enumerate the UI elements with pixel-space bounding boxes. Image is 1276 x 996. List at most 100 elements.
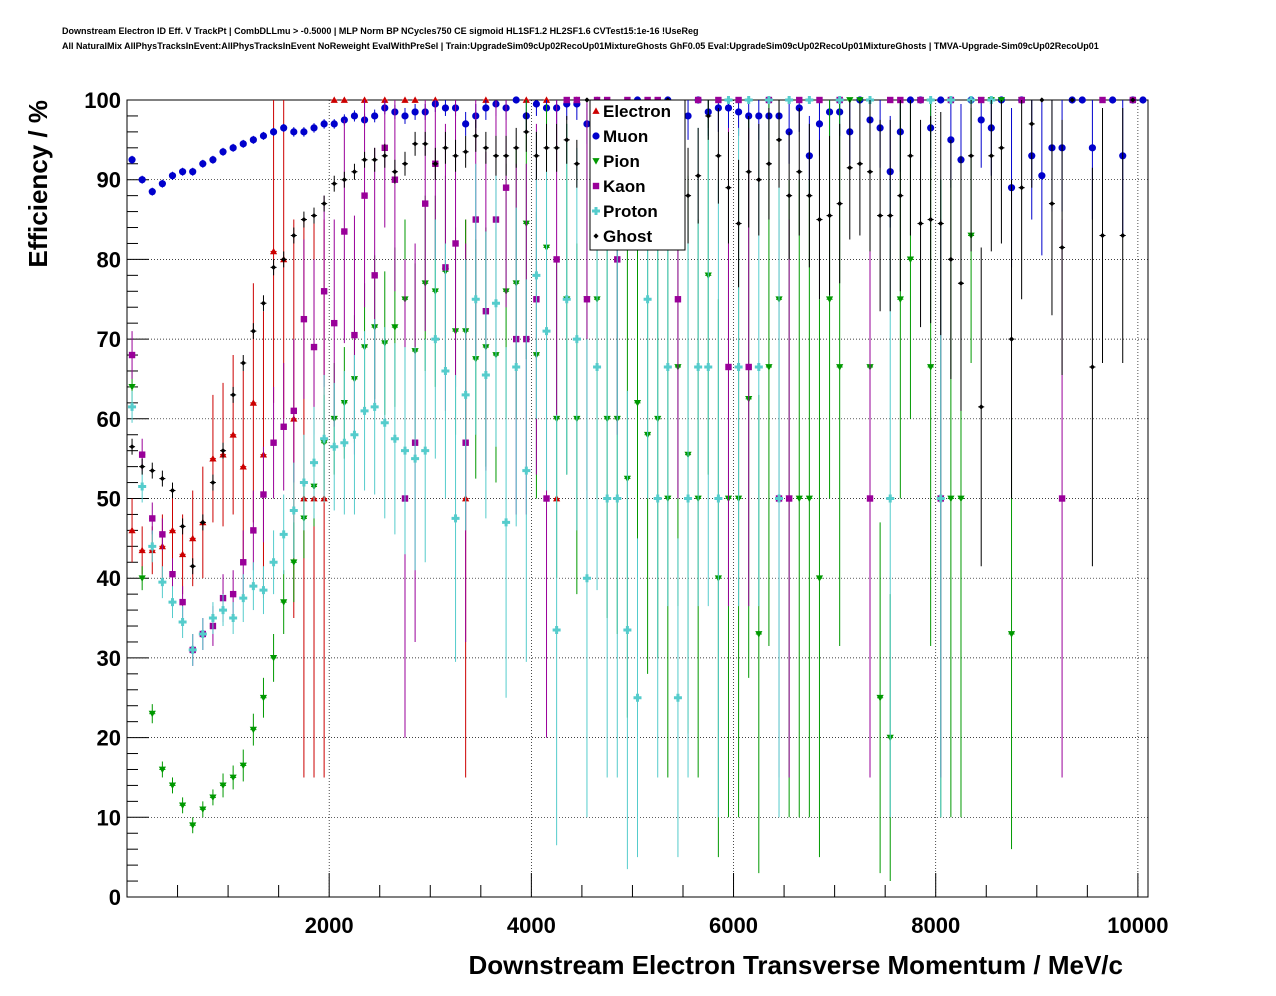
data-point	[331, 319, 338, 327]
data-point	[764, 96, 773, 104]
data-point	[815, 120, 824, 128]
data-point	[441, 366, 450, 375]
data-point	[857, 161, 863, 167]
data-point	[331, 181, 337, 187]
data-point	[734, 108, 743, 116]
data-point	[382, 153, 388, 159]
data-point	[704, 362, 713, 371]
data-point	[372, 157, 378, 163]
data-point	[968, 153, 974, 159]
data-point	[401, 96, 409, 103]
data-point	[724, 104, 733, 112]
data-point	[209, 455, 217, 462]
data-point	[158, 766, 166, 774]
data-point	[159, 475, 165, 482]
data-point	[937, 96, 945, 104]
data-point	[239, 463, 247, 470]
data-point	[360, 96, 369, 103]
data-point	[643, 295, 652, 304]
data-point	[128, 402, 137, 411]
data-point	[229, 774, 237, 782]
data-point	[835, 96, 844, 104]
data-point	[593, 362, 602, 371]
data-point	[1008, 336, 1015, 342]
data-point	[189, 168, 197, 176]
data-point	[725, 185, 732, 191]
data-point	[391, 324, 399, 331]
data-point	[239, 140, 247, 148]
data-point	[694, 96, 702, 104]
data-point	[209, 794, 217, 801]
data-point	[291, 232, 297, 239]
legend-label-pion: Pion	[603, 152, 640, 171]
data-point	[279, 530, 288, 539]
data-point	[421, 446, 430, 455]
data-point	[178, 550, 187, 558]
data-point	[685, 193, 691, 199]
data-point	[603, 494, 612, 503]
data-point	[371, 112, 379, 120]
data-point	[219, 148, 227, 156]
data-point	[250, 328, 256, 334]
data-point	[887, 96, 894, 104]
data-point	[199, 806, 207, 813]
y-tick-label: 20	[97, 726, 121, 751]
data-point	[582, 574, 591, 583]
data-point	[946, 96, 955, 104]
data-point	[219, 782, 227, 790]
data-point	[341, 228, 348, 235]
data-point	[523, 129, 529, 135]
data-point	[583, 296, 591, 303]
data-point	[380, 418, 389, 427]
data-point	[715, 153, 721, 159]
data-point	[168, 172, 177, 180]
data-point	[138, 176, 146, 184]
legend-marker-kaon	[592, 182, 600, 190]
data-point	[948, 256, 954, 262]
data-point	[1059, 244, 1065, 251]
y-tick-label: 80	[97, 247, 121, 272]
data-point	[755, 631, 763, 638]
legend-marker-pion	[592, 158, 600, 165]
data-point	[361, 192, 368, 199]
data-point	[776, 137, 782, 143]
data-point	[744, 96, 753, 104]
data-point	[179, 598, 186, 606]
data-point	[461, 390, 470, 399]
data-point	[270, 264, 277, 270]
data-point	[533, 153, 540, 159]
data-point	[724, 96, 733, 104]
data-point	[189, 534, 197, 542]
data-point	[483, 145, 489, 151]
data-point	[735, 220, 742, 227]
x-axis-title: Downstream Electron Transverse Momentum …	[468, 950, 1123, 980]
data-point	[169, 571, 176, 578]
data-point	[816, 216, 823, 223]
data-point	[1019, 185, 1025, 191]
data-point	[917, 96, 924, 104]
y-tick-label: 50	[97, 487, 121, 512]
data-point	[411, 96, 419, 103]
data-point	[503, 153, 509, 159]
data-point	[785, 495, 793, 502]
data-point	[320, 288, 328, 295]
legend-label-ghost: Ghost	[603, 227, 652, 246]
data-point	[149, 468, 155, 474]
data-point	[633, 399, 642, 407]
data-point	[887, 212, 893, 219]
legend-label-proton: Proton	[603, 202, 658, 221]
data-point	[188, 645, 197, 654]
data-point	[958, 280, 964, 286]
data-point	[432, 161, 438, 167]
data-point	[138, 575, 146, 582]
data-point	[411, 108, 419, 116]
data-point	[623, 626, 632, 635]
data-point	[978, 404, 984, 410]
data-point	[229, 431, 237, 438]
data-point	[663, 362, 672, 371]
x-tick-label: 2000	[305, 913, 354, 938]
data-point	[200, 519, 206, 526]
data-point	[310, 343, 318, 351]
data-point	[553, 256, 560, 263]
data-point	[168, 598, 177, 607]
